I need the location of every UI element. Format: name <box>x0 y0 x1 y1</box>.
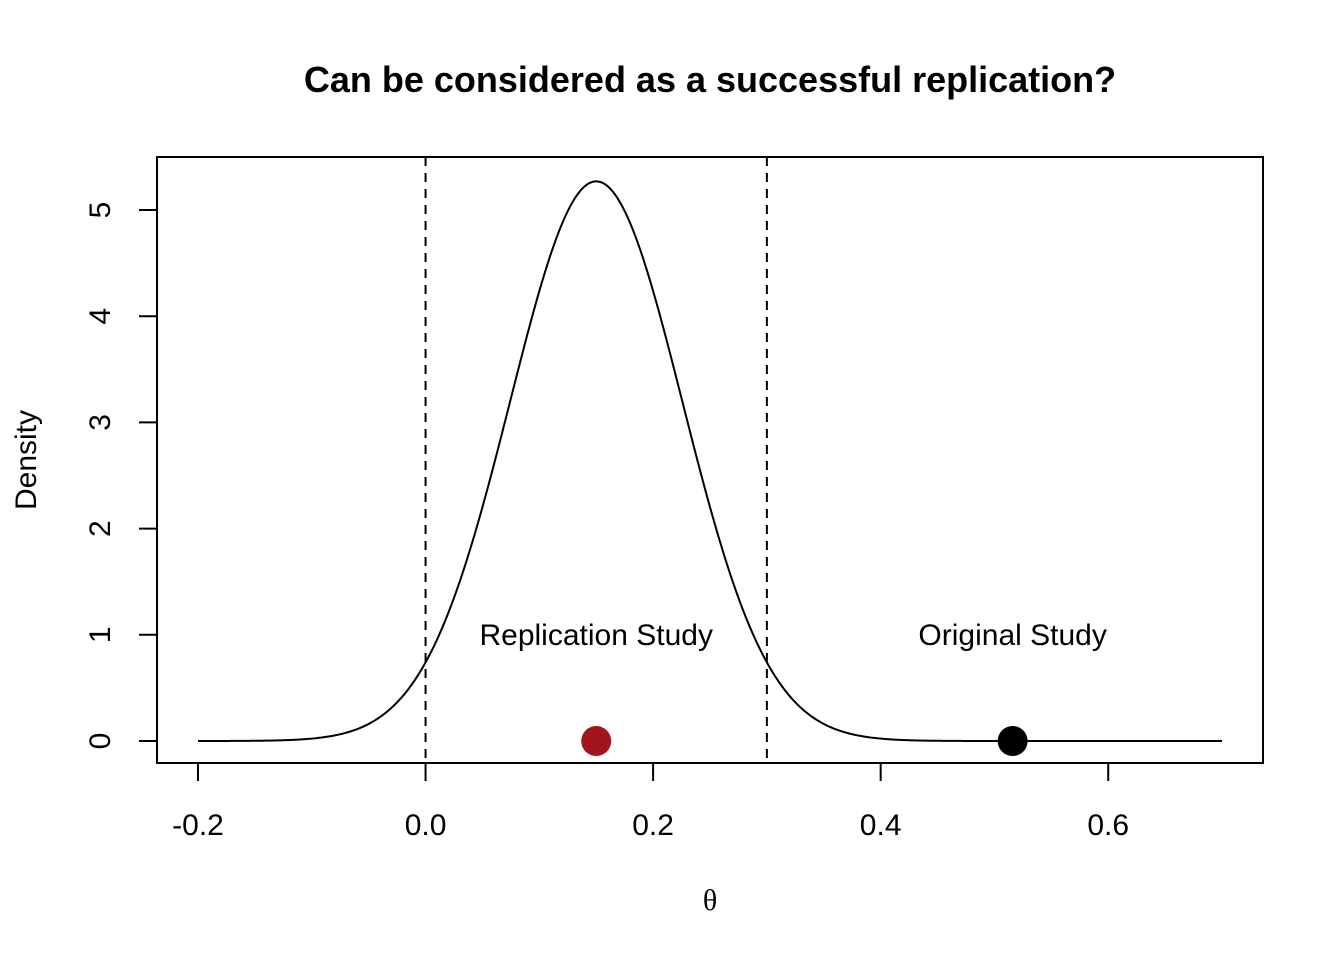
y-tick-label: 4 <box>84 308 117 325</box>
y-axis: 0 1 2 3 4 5 <box>84 202 158 750</box>
x-tick-label: 0.2 <box>632 809 674 842</box>
density-curve <box>198 180 1222 742</box>
y-tick-label: 5 <box>84 202 117 219</box>
y-tick-label: 0 <box>84 733 117 750</box>
annotations: Replication Study Original Study <box>479 619 1106 652</box>
annotation-original: Original Study <box>918 619 1106 652</box>
x-tick-label: 0.4 <box>860 809 902 842</box>
x-axis-label: θ <box>703 884 717 917</box>
chart-title: Can be considered as a successful replic… <box>304 59 1116 100</box>
series-layer <box>198 180 1222 742</box>
replication-study-point <box>581 726 612 756</box>
data-points <box>581 726 1028 756</box>
x-axis: -0.2 0.0 0.2 0.4 0.6 <box>172 762 1129 842</box>
original-study-point <box>997 726 1028 756</box>
x-tick-label: 0.0 <box>405 809 447 842</box>
x-tick-label: 0.6 <box>1087 809 1129 842</box>
y-tick-label: 2 <box>84 520 117 537</box>
annotation-replication: Replication Study <box>479 619 712 652</box>
y-tick-label: 3 <box>84 414 117 431</box>
y-axis-label: Density <box>10 410 43 510</box>
x-tick-label: -0.2 <box>172 809 224 842</box>
y-tick-label: 1 <box>84 626 117 643</box>
